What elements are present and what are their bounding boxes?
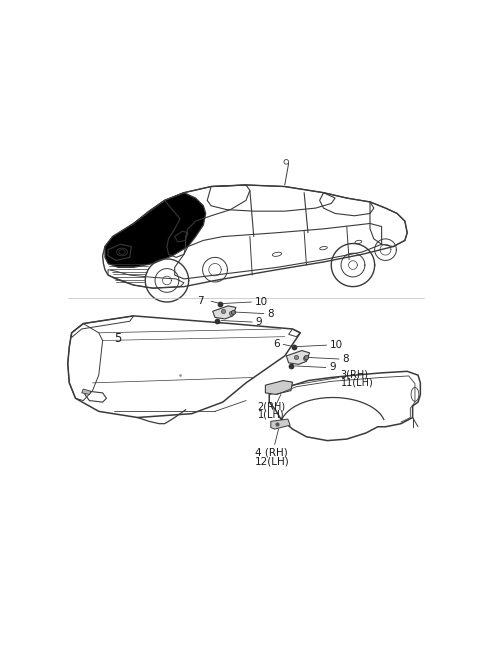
Polygon shape (82, 389, 91, 394)
Text: 3(RH): 3(RH) (340, 369, 369, 379)
Text: 7: 7 (197, 297, 204, 306)
Polygon shape (213, 306, 236, 319)
Text: 9: 9 (329, 363, 336, 373)
Polygon shape (265, 380, 292, 394)
Text: 5: 5 (114, 333, 122, 346)
Polygon shape (286, 350, 310, 364)
Text: 2(RH): 2(RH) (258, 401, 286, 412)
Text: 9: 9 (255, 317, 262, 327)
Text: 10: 10 (330, 340, 343, 350)
Text: 6: 6 (274, 339, 280, 350)
Text: 4 (RH): 4 (RH) (255, 447, 288, 457)
Text: 8: 8 (342, 354, 349, 364)
Text: 1(LH): 1(LH) (258, 409, 284, 419)
Text: 8: 8 (267, 308, 274, 319)
Text: 12(LH): 12(LH) (255, 457, 290, 466)
Text: 11(LH): 11(LH) (340, 377, 373, 387)
Text: 10: 10 (254, 297, 268, 307)
Polygon shape (271, 419, 290, 429)
Polygon shape (105, 193, 206, 268)
